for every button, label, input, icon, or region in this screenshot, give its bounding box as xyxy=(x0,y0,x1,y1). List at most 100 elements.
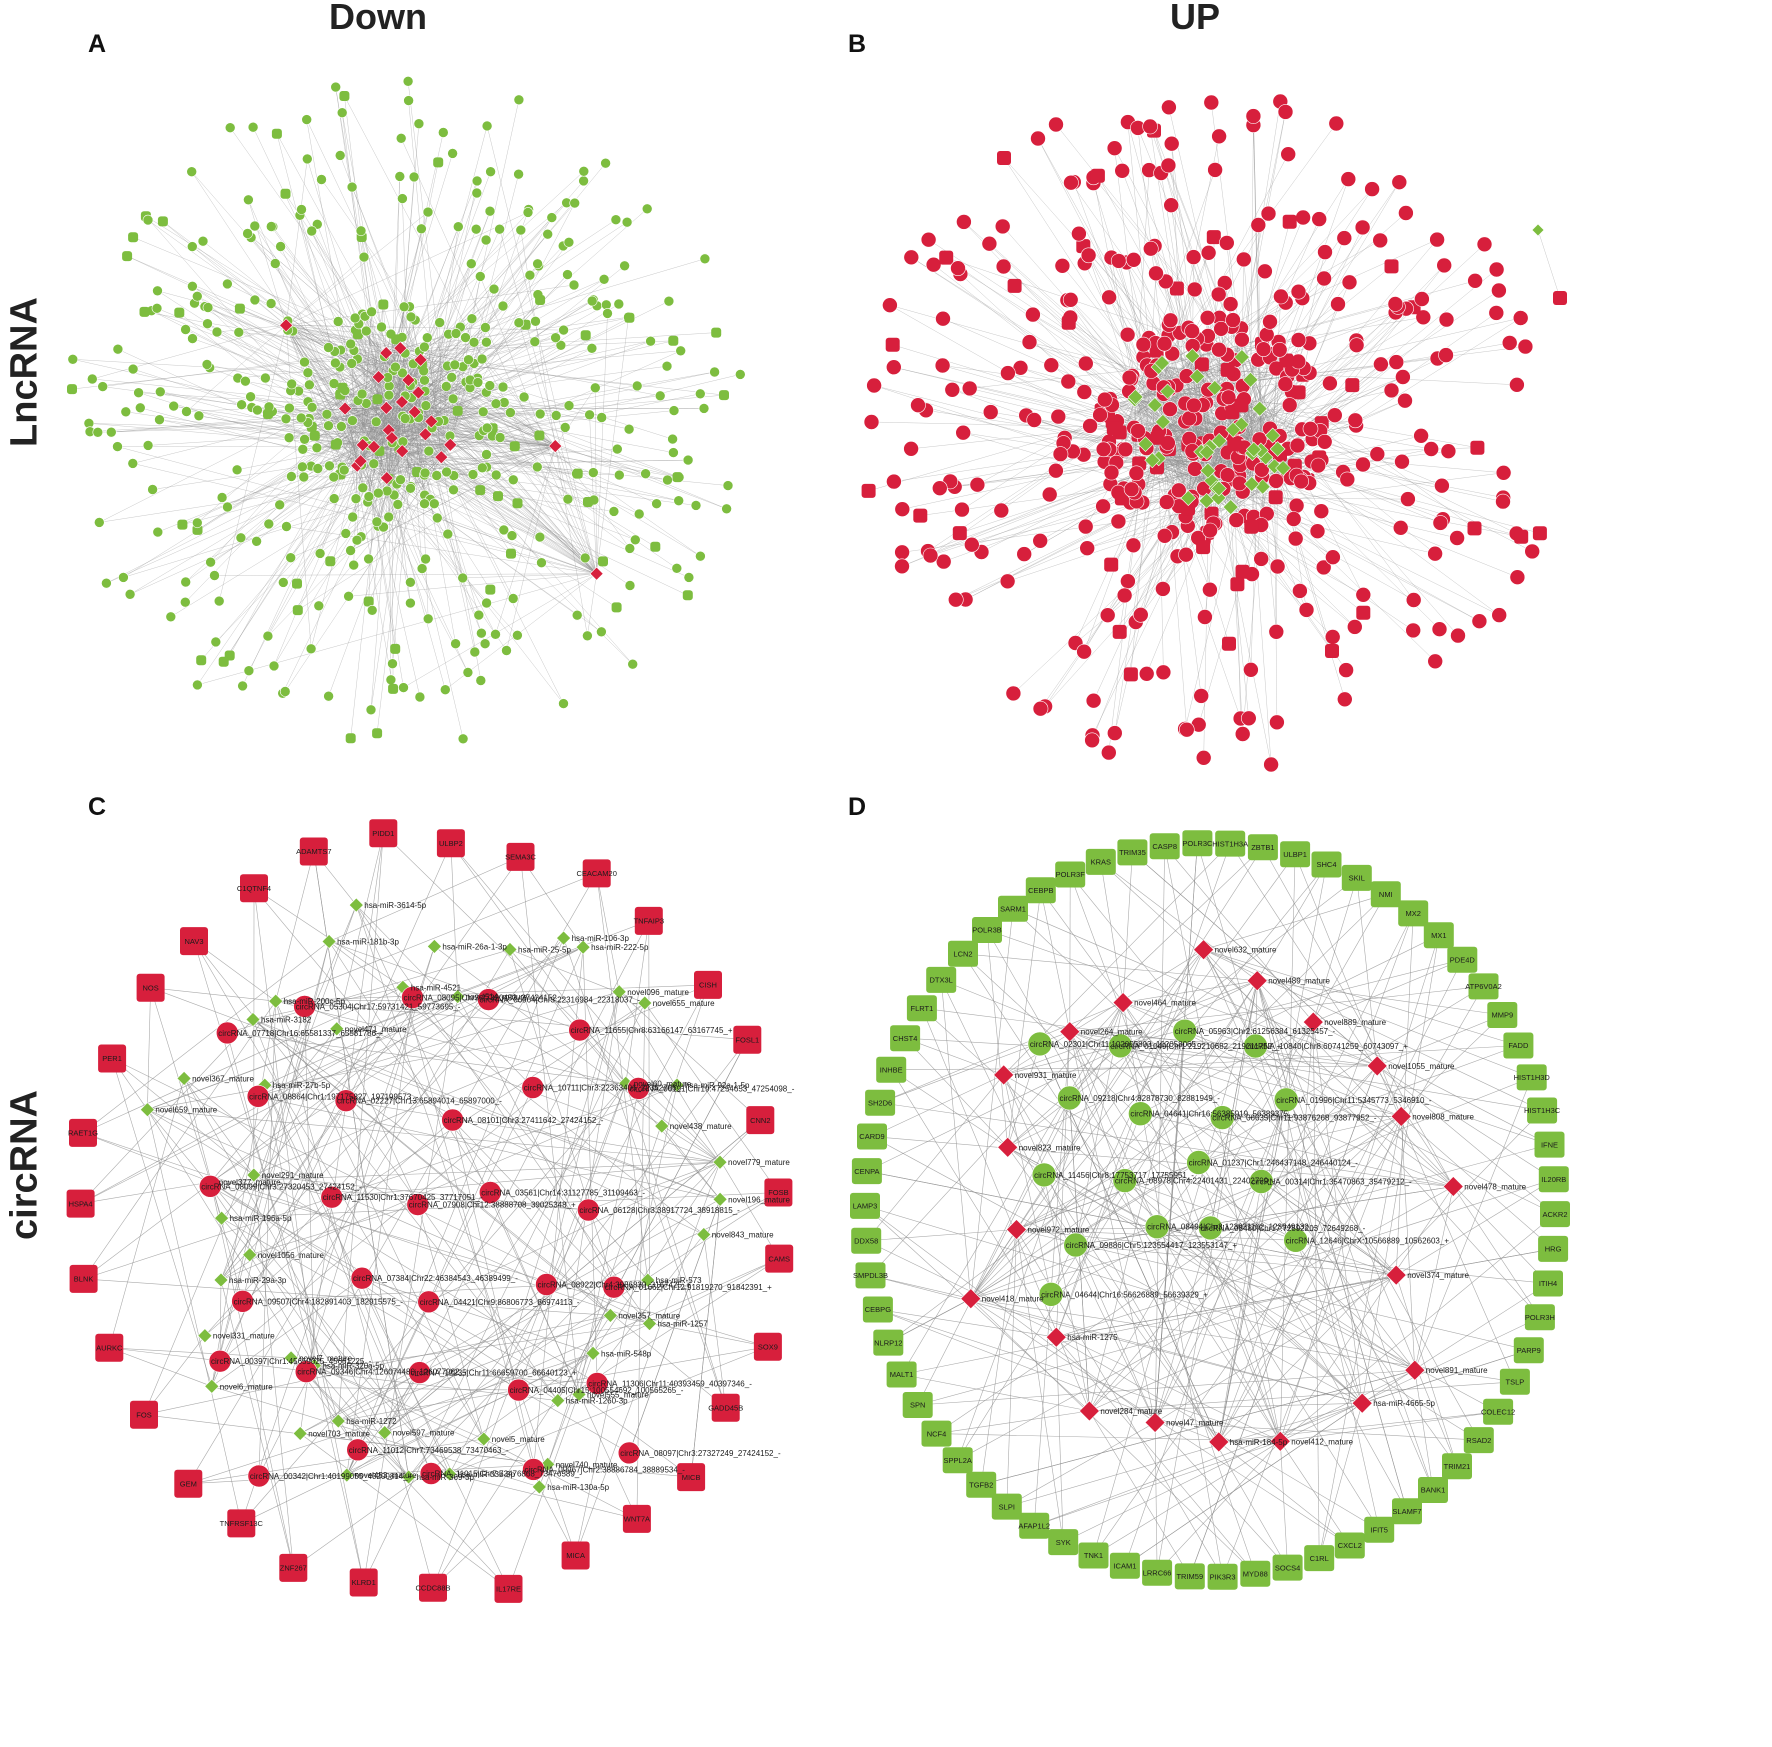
edge xyxy=(450,843,458,997)
edge xyxy=(1100,861,1258,981)
lncrna-node xyxy=(1432,515,1449,531)
edge xyxy=(1295,1022,1314,1241)
mirna-label: novel740_mature xyxy=(556,1460,618,1469)
circrna-node xyxy=(408,1361,431,1384)
gene-node xyxy=(506,842,535,871)
lncrna-node xyxy=(1155,664,1172,681)
gene-label: IL17RE xyxy=(496,1585,521,1594)
edge xyxy=(874,385,1219,499)
edge xyxy=(1280,1213,1556,1442)
edge xyxy=(936,1410,1090,1434)
circrna-label: circRNA_09507|Chr4:182891403_182915575_- xyxy=(234,1297,404,1306)
mirna-node xyxy=(1404,1359,1426,1381)
edge xyxy=(186,325,287,412)
edge xyxy=(457,996,721,1163)
edge xyxy=(1040,890,1124,1003)
edge xyxy=(936,1116,1402,1434)
mirna-label: novel808_mature xyxy=(1412,1112,1474,1121)
edge xyxy=(618,991,761,1121)
gene-label: SEMA3C xyxy=(505,853,536,862)
edge xyxy=(188,1353,594,1484)
gene-label: RAET1G xyxy=(68,1129,98,1138)
lncrna-node xyxy=(1207,162,1223,178)
lncrna-node xyxy=(513,317,525,329)
lncrna-node xyxy=(177,519,188,530)
lncrna-node xyxy=(1125,252,1142,268)
edge xyxy=(300,1433,548,1465)
edge xyxy=(462,573,597,579)
edge xyxy=(147,987,151,1110)
column-header-up: UP xyxy=(1169,0,1221,37)
gene-label: GEM xyxy=(180,1479,197,1488)
lncrna-node xyxy=(441,466,452,478)
edge xyxy=(1007,935,1439,1148)
circrna-label: circRNA_12646|ChrX:10566889_10562603_+ xyxy=(1286,1236,1450,1245)
edge xyxy=(1154,1422,1288,1568)
edge xyxy=(980,1229,1017,1485)
gene-node xyxy=(494,1574,523,1603)
mirna-node xyxy=(407,404,422,419)
edge xyxy=(338,833,384,1422)
lncrna-node xyxy=(474,271,486,282)
lncrna-node xyxy=(266,221,277,232)
edge xyxy=(252,1019,704,1235)
edge xyxy=(1400,1116,1416,1371)
lncrna-node xyxy=(721,503,732,515)
circrna-node xyxy=(568,1018,592,1042)
edge xyxy=(253,888,315,1366)
lncrna-node xyxy=(981,235,998,252)
lncrna-node xyxy=(155,386,166,398)
lncrna-node xyxy=(1096,391,1113,408)
lncrna-node xyxy=(667,433,678,445)
lncrna-node xyxy=(1383,382,1400,399)
edge xyxy=(356,905,576,1556)
circrna-node xyxy=(441,1108,464,1132)
circrna-label: circRNA_07384|Chr22:46384543_46389499_- xyxy=(353,1274,518,1283)
edge xyxy=(129,437,393,595)
lncrna-node xyxy=(278,577,289,588)
edge xyxy=(870,1275,1363,1404)
mirna-node xyxy=(1243,476,1260,492)
lncrna-node xyxy=(1414,291,1430,307)
lncrna-node xyxy=(1092,407,1108,423)
lncrna-node xyxy=(192,290,203,302)
circrna-label: circRNA_11530|Chr1:37670425_37717051_- xyxy=(323,1193,483,1202)
lncrna-node xyxy=(1125,537,1142,554)
lncrna-node xyxy=(1119,326,1136,343)
lncrna-node xyxy=(1429,231,1445,248)
circrna-node xyxy=(216,1021,239,1045)
lncrna-node xyxy=(1258,326,1275,343)
lncrna-node xyxy=(1160,157,1177,174)
lncrna-node xyxy=(381,485,393,497)
gene-label: CEBPG xyxy=(865,1305,891,1314)
lncrna-node xyxy=(1317,244,1333,260)
gene-label: TSLP xyxy=(1506,1378,1525,1387)
edge xyxy=(532,1083,626,1088)
edge xyxy=(1114,148,1284,469)
lncrna-node xyxy=(1467,521,1482,536)
lncrna-node xyxy=(349,312,361,324)
lncrna-node xyxy=(347,511,359,523)
lncrna-node xyxy=(1063,174,1079,191)
lncrna-node xyxy=(490,628,501,640)
gene-label: CISH xyxy=(699,981,717,990)
lncrna-node xyxy=(711,327,722,338)
circrna-node xyxy=(577,1198,600,1222)
edge xyxy=(221,1217,630,1454)
edge xyxy=(1056,1337,1064,1543)
edge xyxy=(1124,1180,1415,1371)
edge xyxy=(589,414,597,574)
mirna-node xyxy=(696,1227,712,1242)
lncrna-node xyxy=(994,218,1011,235)
edge xyxy=(1140,480,1212,615)
gene-node xyxy=(711,1393,740,1422)
gene-node xyxy=(1503,1032,1534,1059)
gene-node xyxy=(582,859,611,888)
lncrna-node xyxy=(1200,245,1217,261)
edge xyxy=(592,1162,721,1354)
mirna-label: novel779_mature xyxy=(728,1158,790,1167)
lncrna-node xyxy=(1255,341,1272,358)
edge xyxy=(1122,1002,1223,1577)
edge xyxy=(403,573,597,688)
edge xyxy=(376,411,415,734)
